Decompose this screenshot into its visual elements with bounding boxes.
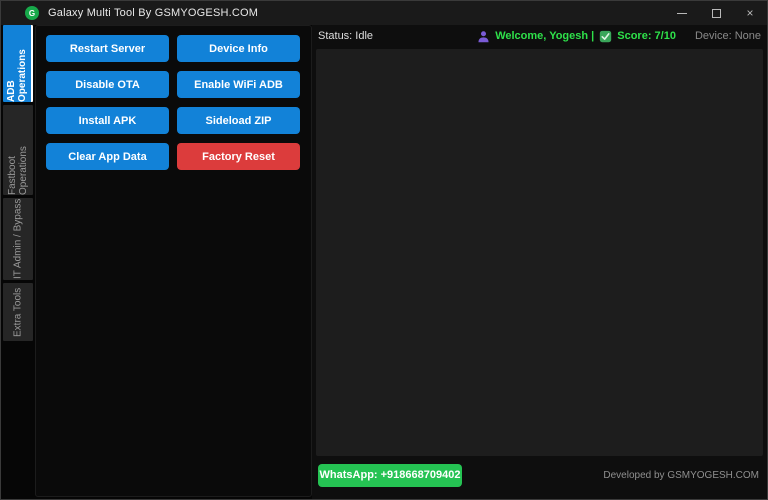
welcome-text: Welcome, Yogesh | — [495, 30, 595, 42]
tab-extra-tools[interactable]: Extra Tools — [3, 283, 33, 341]
enable-wifi-adb-button[interactable]: Enable WiFi ADB — [177, 71, 300, 98]
install-apk-button[interactable]: Install APK — [46, 107, 169, 134]
close-button[interactable]: × — [733, 1, 767, 25]
score-text: Score: 7/10 — [617, 30, 676, 42]
app-logo-icon: G — [25, 6, 39, 20]
main-panel: Status: Idle Welcome, Yogesh | — [312, 25, 767, 499]
user-icon — [477, 30, 490, 43]
status-text: Status: Idle — [318, 30, 374, 42]
maximize-icon — [711, 8, 721, 18]
developer-credit-text: Developed by GSMYOGESH.COM — [603, 469, 759, 481]
clear-app-data-button[interactable]: Clear App Data — [46, 143, 169, 170]
close-icon: × — [746, 6, 754, 20]
status-bar-right: Welcome, Yogesh | Score: 7/10 Device: No… — [477, 30, 761, 43]
device-status-text: Device: None — [694, 30, 761, 42]
device-info-button[interactable]: Device Info — [177, 35, 300, 62]
title-bar: G Galaxy Multi Tool By GSMYOGESH.COM × — [1, 1, 767, 25]
restart-server-button[interactable]: Restart Server — [46, 35, 169, 62]
window-title: Galaxy Multi Tool By GSMYOGESH.COM — [48, 7, 259, 19]
check-icon — [599, 30, 612, 43]
minimize-icon — [677, 12, 687, 14]
tab-adb-operations[interactable]: ADB Operations — [3, 25, 33, 102]
adb-operations-panel: Restart Server Device Info Disable OTA E… — [35, 25, 312, 497]
whatsapp-contact-button[interactable]: WhatsApp: +918668709402 — [318, 463, 462, 487]
tab-it-admin-bypass[interactable]: IT Admin / Bypass — [3, 198, 33, 280]
tab-fastboot-operations[interactable]: Fastboot Operations — [3, 105, 33, 195]
maximize-button[interactable] — [699, 1, 733, 25]
window-controls: × — [665, 1, 767, 25]
disable-ota-button[interactable]: Disable OTA — [46, 71, 169, 98]
sidebar-tabstrip: ADB Operations Fastboot Operations IT Ad… — [1, 25, 35, 499]
sideload-zip-button[interactable]: Sideload ZIP — [177, 107, 300, 134]
minimize-button[interactable] — [665, 1, 699, 25]
factory-reset-button[interactable]: Factory Reset — [177, 143, 300, 170]
log-output-area[interactable] — [316, 49, 763, 456]
window-body: ADB Operations Fastboot Operations IT Ad… — [1, 25, 767, 499]
footer-bar: WhatsApp: +918668709402 Developed by GSM… — [312, 459, 767, 499]
status-bar: Status: Idle Welcome, Yogesh | — [312, 25, 767, 47]
